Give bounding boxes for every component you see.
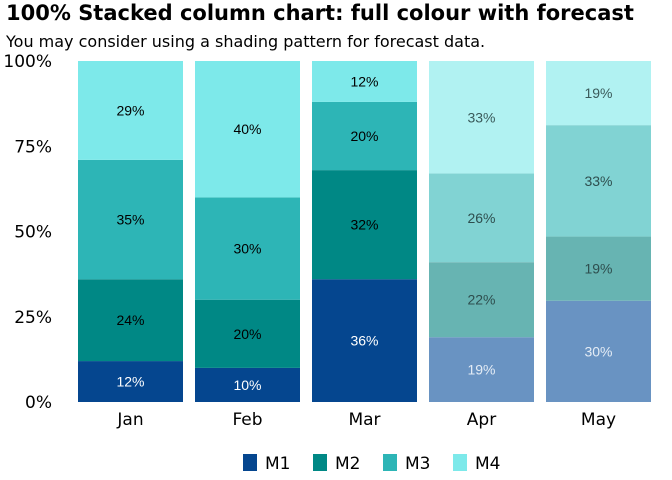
legend-swatch <box>243 454 257 471</box>
data-label: 33% <box>467 109 495 125</box>
bar-segment <box>78 361 183 402</box>
legend-swatch <box>313 454 327 471</box>
bar-segment <box>546 125 651 237</box>
bar-segment <box>195 299 300 368</box>
bar-segment <box>312 279 417 402</box>
chart-title: 100% Stacked column chart: full colour w… <box>6 1 634 25</box>
x-tick-label: Jan <box>116 410 143 430</box>
legend-swatch <box>453 454 467 471</box>
bar-segment <box>546 236 651 301</box>
data-label: 12% <box>116 374 144 390</box>
data-label: 36% <box>350 333 378 349</box>
y-tick-label: 50% <box>14 223 52 243</box>
data-label: 30% <box>233 241 261 257</box>
y-tick-label: 100% <box>3 52 52 72</box>
data-label: 35% <box>116 212 144 228</box>
bar-segment <box>429 262 534 338</box>
legend-label: M2 <box>335 454 360 474</box>
bar-segment <box>429 173 534 263</box>
bar-segment <box>546 61 651 126</box>
data-label: 19% <box>584 261 612 277</box>
legend-label: M4 <box>475 454 500 474</box>
bar-segment <box>78 159 183 280</box>
legend-label: M1 <box>265 454 290 474</box>
bar-segment <box>195 367 300 402</box>
bar-segment <box>312 61 417 102</box>
chart-subtitle: You may consider using a shading pattern… <box>6 32 486 51</box>
bar-segment <box>429 61 534 174</box>
data-label: 10% <box>233 377 261 393</box>
bar-segment <box>312 170 417 280</box>
bar-segment <box>546 300 651 402</box>
bar-segment <box>78 279 183 362</box>
data-label: 40% <box>233 121 261 137</box>
x-tick-label: May <box>581 410 616 430</box>
data-label: 26% <box>467 210 495 226</box>
legend-swatch <box>383 454 397 471</box>
data-label: 12% <box>350 73 378 89</box>
legend-label: M3 <box>405 454 430 474</box>
x-tick-label: Feb <box>232 410 262 430</box>
bar-segment <box>429 337 534 402</box>
data-label: 22% <box>467 292 495 308</box>
data-label: 29% <box>116 102 144 118</box>
bar-segment <box>195 197 300 300</box>
bar-segment <box>195 61 300 198</box>
data-label: 32% <box>350 217 378 233</box>
data-label: 33% <box>584 173 612 189</box>
data-label: 24% <box>116 312 144 328</box>
bar-segment <box>78 61 183 160</box>
data-label: 30% <box>584 343 612 359</box>
x-tick-label: Apr <box>467 410 496 430</box>
y-tick-label: 0% <box>25 393 52 413</box>
y-tick-label: 75% <box>14 137 52 157</box>
y-tick-label: 25% <box>14 308 52 328</box>
bar-segment <box>312 101 417 171</box>
x-tick-label: Mar <box>348 410 380 430</box>
data-label: 19% <box>584 85 612 101</box>
data-label: 20% <box>233 326 261 342</box>
data-label: 20% <box>350 128 378 144</box>
data-label: 19% <box>467 362 495 378</box>
